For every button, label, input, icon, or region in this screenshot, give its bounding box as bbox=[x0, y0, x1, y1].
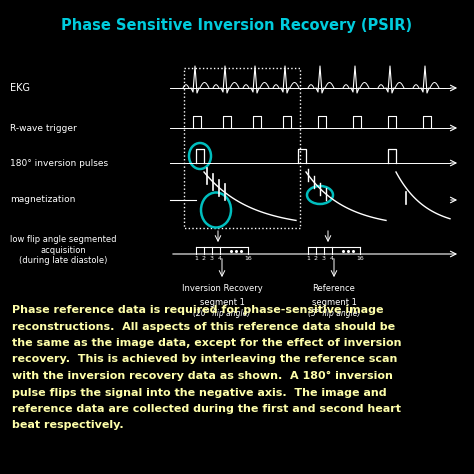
Text: magnetization: magnetization bbox=[10, 195, 75, 204]
Bar bbox=[184, 68, 300, 228]
Text: R-wave trigger: R-wave trigger bbox=[10, 124, 77, 133]
Text: 4: 4 bbox=[330, 256, 334, 261]
Text: Phase reference data is required for phase-sensitive image: Phase reference data is required for pha… bbox=[12, 305, 383, 315]
Text: (20° flip angle): (20° flip angle) bbox=[193, 309, 251, 318]
Text: reference data are collected during the first and second heart: reference data are collected during the … bbox=[12, 404, 401, 414]
Text: pulse flips the signal into the negative axis.  The image and: pulse flips the signal into the negative… bbox=[12, 388, 387, 398]
Text: with the inversion recovery data as shown.  A 180° inversion: with the inversion recovery data as show… bbox=[12, 371, 393, 381]
Text: 2: 2 bbox=[314, 256, 318, 261]
Text: Reference: Reference bbox=[312, 284, 356, 293]
Text: 2: 2 bbox=[202, 256, 206, 261]
Text: 1: 1 bbox=[194, 256, 198, 261]
Text: 16: 16 bbox=[244, 256, 252, 261]
Text: Inversion Recovery: Inversion Recovery bbox=[182, 284, 263, 293]
Text: reconstructions.  All aspects of this reference data should be: reconstructions. All aspects of this ref… bbox=[12, 321, 395, 331]
Text: 3: 3 bbox=[210, 256, 214, 261]
Text: recovery.  This is achieved by interleaving the reference scan: recovery. This is achieved by interleavi… bbox=[12, 355, 397, 365]
Text: 16: 16 bbox=[356, 256, 364, 261]
Text: EKG: EKG bbox=[10, 83, 30, 93]
Text: beat respectively.: beat respectively. bbox=[12, 420, 124, 430]
Text: 1: 1 bbox=[306, 256, 310, 261]
Text: the same as the image data, except for the effect of inversion: the same as the image data, except for t… bbox=[12, 338, 401, 348]
Text: 3: 3 bbox=[322, 256, 326, 261]
Text: 4: 4 bbox=[218, 256, 222, 261]
Text: (5° flip angle): (5° flip angle) bbox=[308, 309, 360, 318]
Text: segment 1: segment 1 bbox=[311, 298, 356, 307]
Text: 180° inversion pulses: 180° inversion pulses bbox=[10, 158, 108, 167]
Text: segment 1: segment 1 bbox=[200, 298, 245, 307]
Text: low flip angle segmented
acquisition
(during late diastole): low flip angle segmented acquisition (du… bbox=[10, 235, 117, 265]
Text: Phase Sensitive Inversion Recovery (PSIR): Phase Sensitive Inversion Recovery (PSIR… bbox=[62, 18, 412, 33]
